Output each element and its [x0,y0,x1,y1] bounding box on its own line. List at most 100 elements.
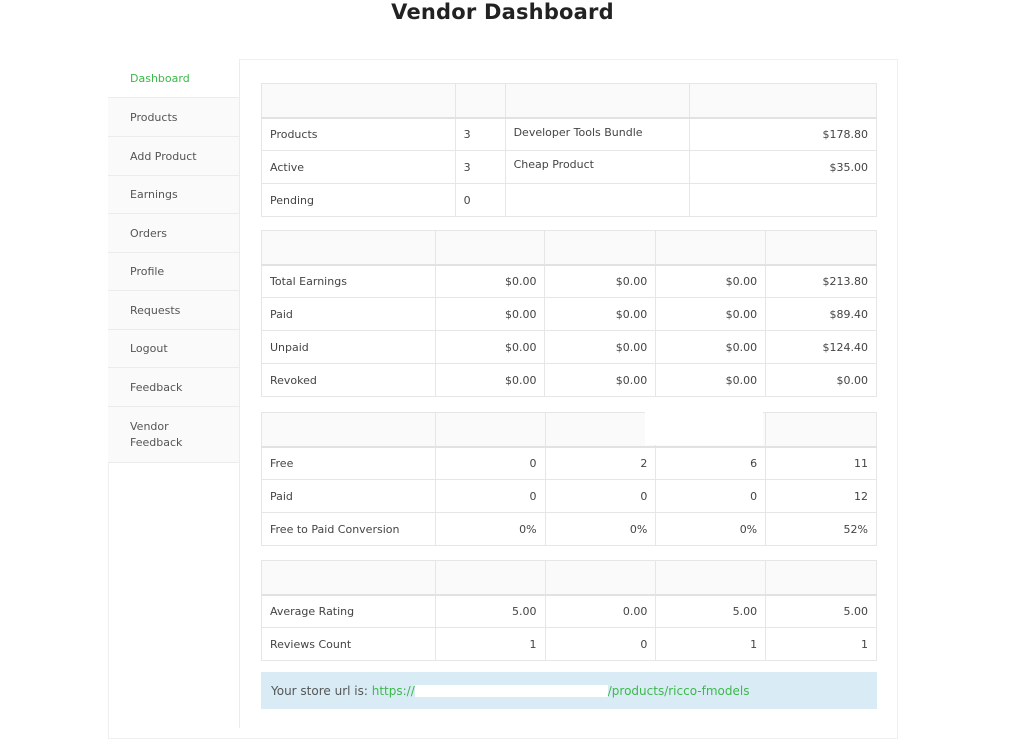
sidebar-item-feedback[interactable]: Feedback [108,367,239,406]
table-header-row [261,230,877,266]
cell-value: $0.00 [655,297,767,331]
table-row: Average Rating 5.00 0.00 5.00 5.00 [261,594,877,628]
store-url-link-end: /products/ricco-fmodels [607,683,750,698]
page-title: Vendor Dashboard [391,0,614,24]
row-label: Free to Paid Conversion [261,512,436,546]
cell-value: 0 [544,479,657,513]
table-row: Total Earnings $0.00 $0.00 $0.00 $213.80 [261,264,877,298]
product-name[interactable]: Cheap Product [504,150,691,184]
row-label: Free [261,446,436,480]
sidebar-item-requests[interactable]: Requests [108,290,239,329]
cell-value: 2 [544,446,657,480]
cell-value: 5.00 [765,594,877,628]
table-header-row [261,412,877,448]
sidebar-item-logout[interactable]: Logout [108,329,239,367]
table-row: Free to Paid Conversion 0% 0% 0% 52% [261,512,877,546]
sidebar-item-add-product[interactable]: Add Product [108,136,239,175]
cell-value: 0% [434,512,546,546]
orders-table: Free 0 2 6 11 Paid 0 0 0 12 Free to Paid… [261,412,877,546]
cell-value: $0.00 [544,264,657,298]
cell-value: $0.00 [434,264,546,298]
product-name[interactable]: Developer Tools Bundle [504,117,691,151]
sidebar-item-label: Dashboard [130,71,190,85]
table-row: Free 0 2 6 11 [261,446,877,480]
product-name [504,183,691,217]
cell-value: $0.00 [544,330,657,364]
reviews-table: Average Rating 5.00 0.00 5.00 5.00 Revie… [261,560,877,661]
row-label: Average Rating [261,594,436,628]
cell-value: $89.40 [765,297,877,331]
sidebar-item-label: Add Product [130,149,197,163]
sidebar-item-label: Earnings [130,188,178,201]
cell-value: 0 [544,627,657,661]
cell-value: $0.00 [434,297,546,331]
product-amount: $178.80 [689,117,877,151]
products-summary-table: Products 3 Developer Tools Bundle $178.8… [261,83,877,217]
table-row: Paid 0 0 0 12 [261,479,877,513]
store-url-prefix: Your store url is: [271,683,372,698]
cell-value: 0 [434,446,546,480]
sidebar-item-earnings[interactable]: Earnings [108,175,239,213]
row-label: Total Earnings [261,264,436,298]
cell-value: 0 [655,479,767,513]
table-row: Reviews Count 1 0 1 1 [261,627,877,661]
row-label: Revoked [261,363,436,397]
cell-value: 0% [655,512,767,546]
sidebar-item-orders[interactable]: Orders [108,213,239,252]
product-amount [689,183,877,217]
row-count: 3 [454,117,506,151]
table-row: Paid $0.00 $0.00 $0.00 $89.40 [261,297,877,331]
table-row: Active 3 Cheap Product $35.00 [261,150,877,184]
cell-value: $0.00 [434,330,546,364]
product-amount: $35.00 [689,150,877,184]
sidebar-item-label: Requests [130,303,181,317]
cell-value: 11 [765,446,877,480]
sidebar-item-label: Profile [130,265,165,278]
cell-value: $213.80 [765,264,877,298]
cell-value: 5.00 [434,594,546,628]
row-label: Products [261,117,456,151]
sidebar-item-dashboard[interactable]: Dashboard [108,59,239,97]
row-label: Active [261,150,456,184]
store-url-link[interactable]: https:// /products/ricco-fmodels [372,684,750,698]
store-url-link-start: https:// [371,683,415,698]
row-label: Paid [261,479,436,513]
cell-value: 5.00 [655,594,767,628]
sidebar-item-label: Vendor Feedback [130,419,183,449]
table-row: Revoked $0.00 $0.00 $0.00 $0.00 [261,363,877,397]
earnings-table: Total Earnings $0.00 $0.00 $0.00 $213.80… [261,230,877,397]
sidebar-item-vendor-feedback[interactable]: Vendor Feedback [108,406,239,463]
cell-value: $0.00 [765,363,877,397]
sidebar-item-profile[interactable]: Profile [108,252,239,290]
sidebar-item-label: Feedback [130,380,183,394]
cell-value: 1 [655,627,767,661]
redacted-block [414,685,608,697]
cell-value: $124.40 [765,330,877,364]
cell-value: 1 [765,627,877,661]
sidebar-item-label: Products [130,110,178,124]
cell-value: $0.00 [655,264,767,298]
table-row: Unpaid $0.00 $0.00 $0.00 $124.40 [261,330,877,364]
sidebar-item-label: Orders [130,226,167,240]
cell-value: 6 [655,446,767,480]
table-header-row [261,560,877,596]
cell-value: $0.00 [655,330,767,364]
sidebar-nav: Dashboard Products Add Product Earnings … [108,59,240,728]
sidebar-item-products[interactable]: Products [108,97,239,136]
header-gap [645,410,763,445]
cell-value: 0% [544,512,657,546]
cell-value: 0 [434,479,546,513]
cell-value: 52% [765,512,877,546]
row-label: Pending [261,183,456,217]
store-url-notice: Your store url is: https:// /products/ric… [261,672,877,709]
cell-value: 1 [434,627,546,661]
cell-value: $0.00 [544,363,657,397]
cell-value: $0.00 [434,363,546,397]
sidebar-item-label: Logout [130,342,168,355]
table-header-row [261,83,877,119]
row-count: 3 [454,150,506,184]
cell-value: 12 [765,479,877,513]
row-count: 0 [454,183,506,217]
cell-value: $0.00 [655,363,767,397]
cell-value: $0.00 [544,297,657,331]
